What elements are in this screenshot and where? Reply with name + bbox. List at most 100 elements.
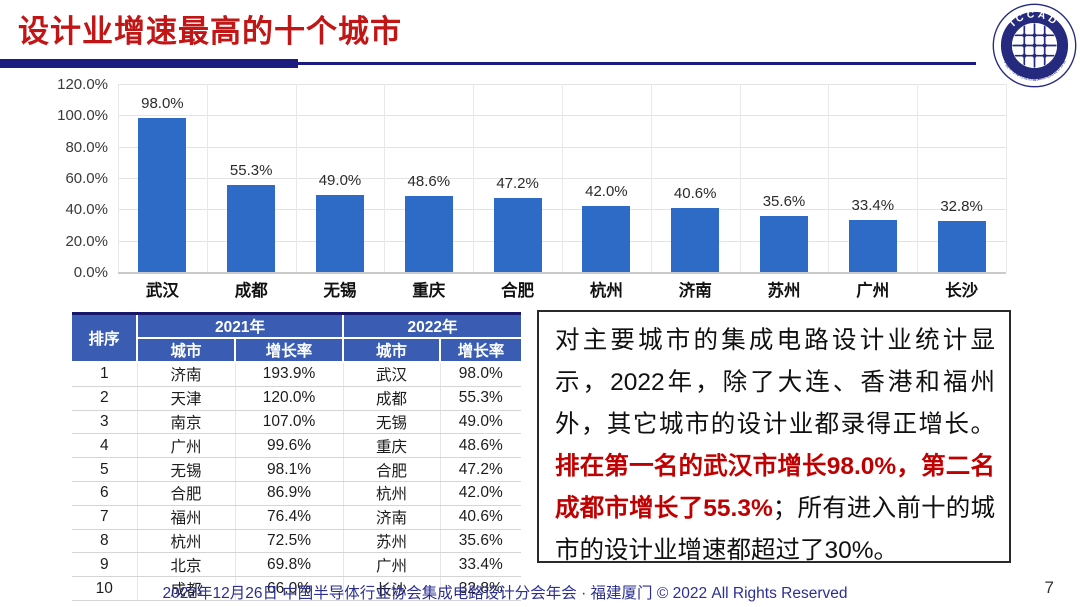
page-title: 设计业增速最高的十个城市 [18,14,402,49]
table-cell: 济南 [343,505,441,530]
table-cell: 广州 [343,552,441,578]
table-cell: 合肥 [137,481,236,506]
table-cell: 47.2% [440,457,522,482]
bar-value-label: 48.6% [407,172,451,190]
table-cell: 2 [72,386,138,411]
callout-highlight: 排在第一名的武汉市增长98.0%，第二名成都市增长了55.3% [555,453,995,522]
table-cell: 107.0% [235,410,344,435]
y-tick-label: 60.0% [65,170,108,187]
x-category-label: 重庆 [412,282,446,300]
table-row: 7 福州 76.4% 济南 40.6% [72,505,522,530]
y-tick-label: 20.0% [65,232,108,250]
table-cell: 33.4% [440,552,522,578]
bar-chart: 0.0% 20.0% 40.0% 60.0% 80.0% 100.0% 120.0% 98.0… [0,70,1080,310]
iccad-logo-graphic: ICCAD 中国半导体行业协会集成电路设计分会 [992,3,1077,88]
table-row: 10 成都 66.0% 长沙 32.8% [72,576,522,601]
table-cell: 福州 [137,505,236,530]
gridline-v [562,84,563,272]
gridline-v [828,84,830,272]
gridline-v [917,84,919,272]
gridline-v [650,84,652,272]
gridline-v [384,84,386,272]
table-row: 2 天津 120.0% 成都 55.3% [72,386,522,411]
table-cell: 成都 [343,386,441,411]
ranking-table: 排序 2021年 2022年 城市 增长率 城市 增长率 1 济南 193.9% 武汉 98.0% 2 天… [72,312,522,601]
chart-bar-广州 [848,219,897,272]
table-cell: 杭州 [137,529,236,554]
table-cell: 4 [72,433,138,459]
col-group-header-1: 2022年 [342,313,522,339]
table-cell: 193.9% [235,362,344,387]
bar-value-label: 42.0% [585,183,628,201]
ic-grid-dots [1022,33,1047,58]
bar-value-label: 32.8% [940,197,983,215]
table-row: 6 合肥 86.9% 杭州 42.0% [72,481,522,506]
table-cell: 49.0% [440,410,522,435]
table-cell: 北京 [137,552,236,578]
table-cell: 99.6% [235,433,344,459]
bar-value-label: 49.0% [318,172,362,190]
bar-value-label: 35.6% [762,193,806,211]
col-header-rank: 排序 [72,313,138,363]
col-subheader-2: 城市 [342,337,442,363]
title-underline-thin [298,62,976,65]
y-tick-label: 120.0% [57,76,108,93]
gridline-v [118,84,119,272]
table-cell: 重庆 [343,433,441,459]
table-cell: 9 [72,552,138,578]
bar-value-label: 40.6% [673,185,717,203]
table-cell: 广州 [137,433,236,459]
x-category-label: 合肥 [501,282,535,300]
table-cell: 42.0% [440,481,522,506]
x-category-label: 苏州 [767,282,801,300]
table-cell: 55.3% [440,386,522,411]
col-subheader-3: 增长率 [439,337,522,363]
table-cell: 6 [72,481,138,506]
footer-text: 2022年12月26日 中国半导体行业协会集成电路设计分会年会 · 福建厦门 ©… [162,585,848,602]
table-cell: 1 [72,362,138,387]
y-tick-label: 100.0% [57,107,108,125]
table-cell: 98.0% [440,362,522,387]
table-cell: 32.8% [440,576,522,601]
table-cell: 成都 [137,576,236,601]
table-cell: 苏州 [343,529,441,554]
table-row: 5 无锡 98.1% 合肥 47.2% [72,457,522,482]
x-category-label: 广州 [856,282,890,300]
chart-bar-杭州 [582,206,631,272]
x-category-label: 武汉 [145,282,179,300]
x-axis-line [118,272,1006,274]
table-cell: 98.1% [235,457,344,482]
callout-text-1: 对主要城市的集成电路设计业统计显示，2022年，除了大连、香港和福州外，其它城市… [555,327,995,438]
table-cell: 8 [72,529,138,554]
table-row: 3 南京 107.0% 无锡 49.0% [72,410,522,435]
table-cell: 69.8% [235,552,344,578]
table-cell: 86.9% [235,481,344,506]
gridline-v [1006,84,1007,272]
table-cell: 杭州 [343,481,441,506]
col-subheader-0: 城市 [137,337,236,363]
col-subheader-1: 增长率 [233,337,345,363]
table-cell: 3 [72,410,138,435]
bar-value-label: 33.4% [851,196,895,214]
callout-text-2: ；所有进入前十的城市的设计业增速都超过了30%。 [555,495,996,564]
table-cell: 天津 [137,386,236,411]
callout-box: 对主要城市的集成电路设计业统计显示，2022年，除了大连、香港和福州外，其它城市… [537,310,1011,564]
table-cell: 武汉 [343,362,441,387]
gridline-v [206,84,208,272]
x-category-label: 济南 [678,282,712,300]
table-cell: 7 [72,505,138,530]
x-category-label: 长沙 [945,282,979,300]
chart-bar-苏州 [760,216,808,272]
bar-value-label: 55.3% [229,162,273,180]
col-group-header-0: 2021年 [135,313,345,339]
chart-bar-重庆 [404,195,453,272]
table-cell: 5 [72,457,138,482]
chart-bar-长沙 [937,220,986,272]
gridline-v [295,84,297,272]
bar-value-label: 98.0% [141,95,184,113]
table-cell: 南京 [137,410,236,435]
table-cell: 76.4% [235,505,344,530]
table-row: 8 杭州 72.5% 苏州 35.6% [72,529,522,554]
title-underline-thick [0,59,298,68]
chart-bar-成都 [227,185,276,272]
